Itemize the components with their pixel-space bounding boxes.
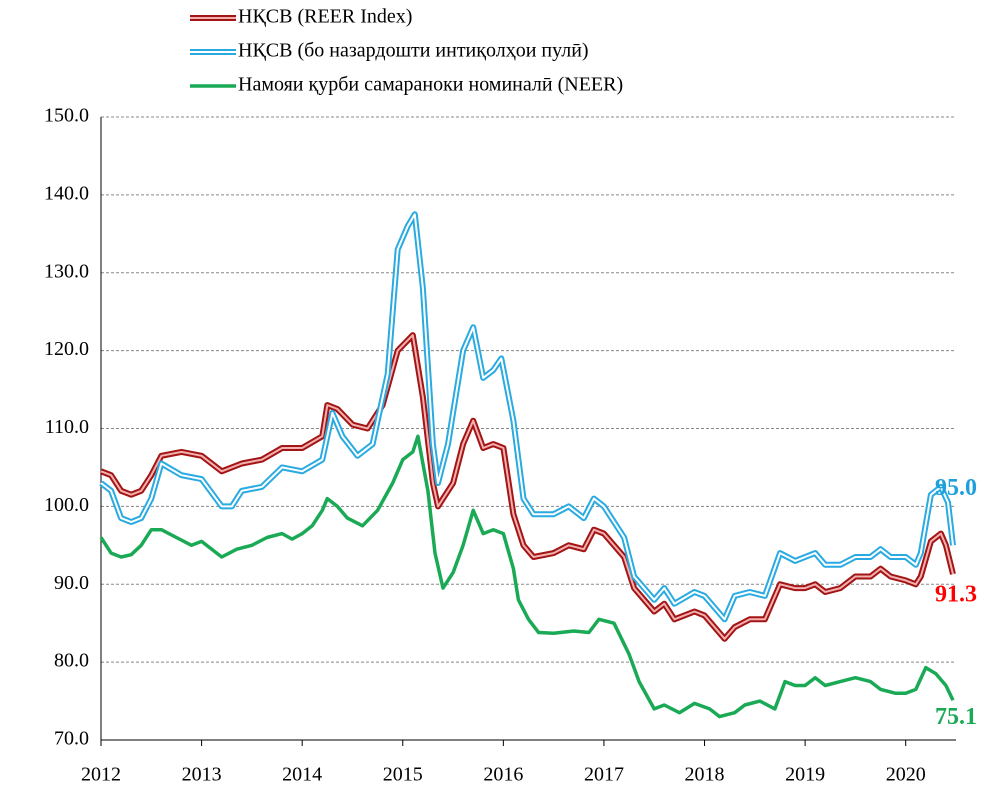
x-tick-label: 2013 [182, 764, 222, 786]
series-line-inner [100, 213, 954, 621]
x-tick-label: 2020 [886, 764, 926, 786]
y-tick-label: 110.0 [45, 416, 89, 438]
series-line [99, 434, 955, 719]
x-tick-label: 2014 [282, 764, 322, 786]
legend-label: НҚСВ (бо назардошти интиқолҳои пулӣ) [238, 40, 589, 62]
legend-label: Намояи қурби самараноки номиналӣ (NEER) [238, 74, 623, 96]
x-tick-label: 2012 [81, 764, 121, 786]
y-tick-label: 80.0 [54, 650, 89, 672]
y-tick-label: 120.0 [44, 338, 89, 360]
y-tick-label: 70.0 [54, 728, 89, 750]
x-tick-label: 2015 [383, 764, 423, 786]
data-label: 95.0 [935, 475, 977, 501]
legend-label: НҚСВ (REER Index) [238, 6, 412, 28]
series-line [99, 332, 956, 642]
x-tick-label: 2017 [584, 764, 624, 786]
data-label: 91.3 [935, 582, 977, 608]
y-tick-label: 100.0 [44, 494, 89, 516]
data-label: 75.1 [935, 704, 977, 730]
y-tick-label: 140.0 [44, 182, 89, 204]
x-tick-label: 2019 [785, 764, 825, 786]
x-tick-label: 2016 [483, 764, 523, 786]
y-tick-label: 130.0 [44, 260, 89, 282]
series-line [99, 211, 956, 623]
y-tick-label: 90.0 [54, 572, 89, 594]
series-line-inner [100, 334, 954, 640]
x-tick-label: 2018 [685, 764, 725, 786]
y-tick-label: 150.0 [44, 105, 89, 127]
